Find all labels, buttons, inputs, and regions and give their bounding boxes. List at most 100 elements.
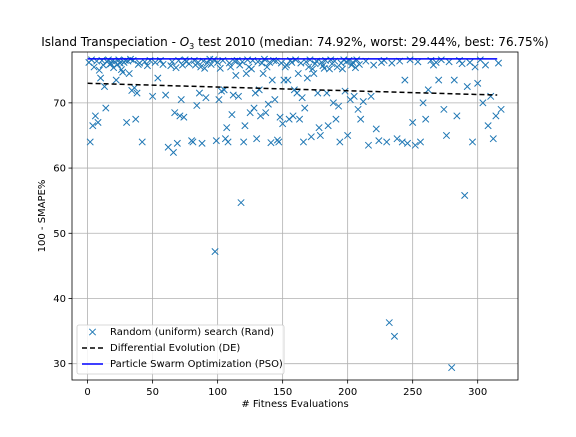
data-point-rand [194,58,202,66]
data-point-rand [359,98,367,106]
data-point-rand [232,71,240,80]
data-point-rand [325,65,334,73]
data-point-rand [86,138,94,146]
data-point-rand [305,63,313,71]
data-point-rand [104,56,112,64]
data-point-rand [151,58,159,66]
data-point-rand [307,133,315,141]
data-point-rand [177,96,185,104]
data-point-rand [89,122,97,130]
data-point-rand [474,79,482,87]
data-point-rand [211,247,219,256]
data-point-rand [189,138,197,146]
data-point-rand [203,59,211,67]
title-prefix: Island Transpeciation - [41,35,179,49]
data-point-rand [463,83,471,91]
data-point-rand [216,64,224,72]
data-point-rand [154,74,162,82]
data-point-rand [224,138,232,146]
data-point-rand [390,332,399,340]
data-point-rand [494,59,503,67]
data-point-rand [250,104,258,112]
data-point-rand [292,56,300,64]
data-point-rand [241,122,249,130]
data-point-rand [227,63,235,71]
data-point-rand [344,131,352,140]
data-point-rand [159,60,167,68]
data-point-rand [442,131,451,140]
legend: Random (uniform) search (Rand) Different… [76,324,285,375]
data-point-rand [133,89,141,97]
data-point-rand [372,125,380,133]
y-axis-label: 100 - SMAPE% [37,180,48,253]
data-point-rand [492,112,500,120]
plot-frame [71,51,519,381]
data-point-rand [90,63,98,71]
legend-box [76,324,285,375]
data-point-rand [91,112,99,120]
data-point-rand [169,148,177,156]
data-point-rand [240,138,248,146]
data-point-rand [254,58,262,66]
data-point-rand [87,56,96,64]
data-point-rand [212,137,220,145]
title-ozone-subscript: 3 [189,42,194,51]
data-point-rand [432,58,440,66]
y-tick-label: 60 [53,164,66,175]
data-point-rand [173,139,181,147]
y-tick-label: 30 [53,359,66,370]
data-point-rand [202,94,210,102]
data-point-rand [309,65,317,73]
data-point-rand [448,364,456,372]
data-point-rand [302,58,310,66]
data-point-rand [406,56,414,64]
data-point-rand [298,94,306,102]
data-point-rand [223,124,231,132]
data-point-rand [335,102,343,110]
data-point-rand [229,91,237,99]
data-point-rand [315,124,323,132]
y-tick-label: 40 [53,294,66,305]
x-axis-label: # Fitness Evaluations [241,399,348,410]
data-point-rand [303,74,311,82]
data-point-rand [256,112,265,120]
data-point-rand [262,109,270,117]
data-point-rand [414,58,422,66]
data-point-rand [167,62,175,70]
data-point-rand [299,138,308,146]
data-point-rand [349,58,357,66]
x-tick-label: 250 [403,387,422,398]
x-tick-label: 50 [146,387,159,398]
data-point-rand [279,120,287,128]
x-tick-label: 300 [468,387,487,398]
data-point-rand [398,138,406,146]
data-point-rand [264,100,272,108]
legend-x-marker [88,328,97,336]
data-point-rand [141,58,149,66]
data-point-rand [149,92,157,100]
data-point-rand [383,138,391,146]
data-point-rand [367,92,375,100]
data-point-rand [357,115,365,123]
data-point-rand [138,138,146,146]
y-tick-label: 50 [53,229,66,240]
legend-label-pso: Particle Swarm Optimization (PSO) [110,359,283,370]
data-point-rand [350,92,358,100]
data-point-rand [297,59,305,67]
series-line-de [87,82,498,96]
data-point-rand [306,56,314,64]
data-point-rand [336,138,344,146]
data-point-rand [435,76,443,84]
data-point-rand [267,139,275,147]
data-point-rand [238,58,246,66]
data-point-rand [214,58,222,66]
data-point-rand [253,135,261,143]
data-point-rand [416,138,425,146]
data-point-rand [130,84,138,92]
x-tick-label: 200 [338,387,357,398]
x-tick-label: 100 [208,387,227,398]
title-suffix: test 2010 (median: 74.92%, worst: 29.44%… [194,35,548,49]
plot-series [85,55,505,372]
